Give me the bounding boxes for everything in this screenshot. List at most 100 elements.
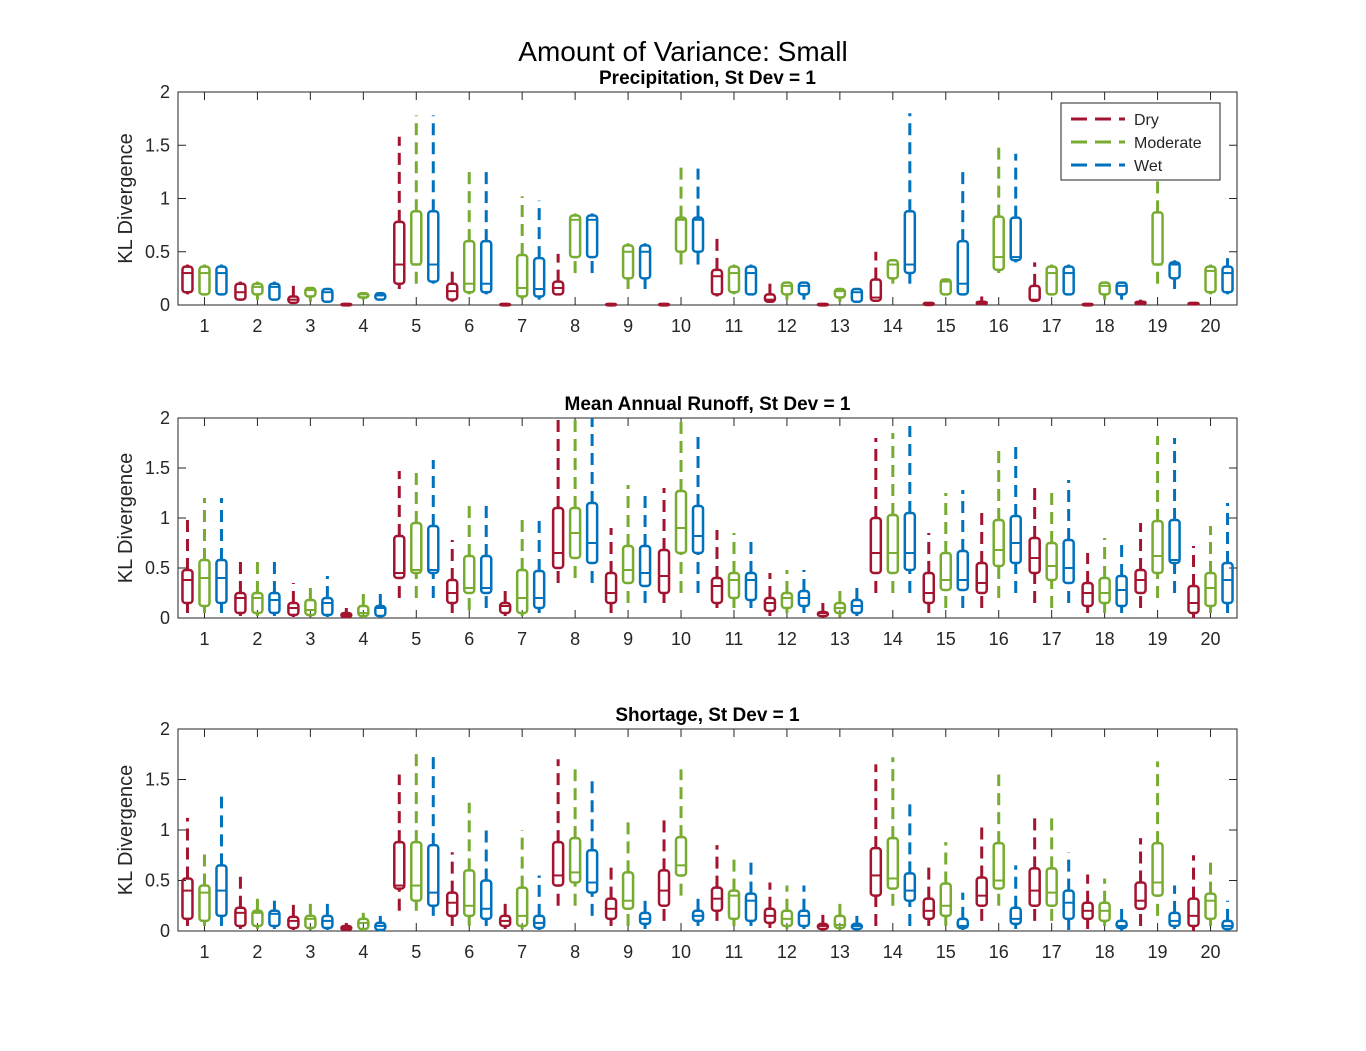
box — [304, 598, 317, 617]
box — [1009, 514, 1022, 565]
box-dry-4 — [340, 302, 353, 307]
box-dry-17 — [1028, 262, 1041, 302]
x-tick-label: 20 — [1201, 942, 1221, 962]
box-dry-5 — [393, 471, 406, 598]
box — [638, 244, 652, 280]
box-wet-9 — [638, 243, 652, 290]
box-dry-15 — [922, 533, 936, 613]
box-wet-4 — [374, 292, 387, 301]
box-wet-15 — [956, 166, 970, 296]
x-tick-label: 9 — [623, 942, 633, 962]
x-tick-label: 13 — [830, 942, 850, 962]
box-wet-13 — [850, 915, 864, 931]
box-wet-3 — [321, 900, 334, 930]
box-dry-9 — [604, 528, 618, 613]
box — [1134, 881, 1147, 911]
box-moderate-14 — [886, 433, 900, 593]
box — [393, 534, 406, 580]
x-tick-label: 20 — [1201, 316, 1221, 336]
box-wet-6 — [479, 503, 493, 608]
box — [744, 571, 758, 602]
series-wet — [215, 418, 1234, 618]
x-tick-label: 6 — [464, 942, 474, 962]
box-moderate-12 — [780, 570, 794, 613]
box — [1062, 265, 1075, 296]
box-wet-7 — [532, 875, 546, 930]
box-dry-10 — [657, 302, 671, 307]
box-dry-16 — [975, 826, 988, 921]
x-tick-label: 9 — [623, 316, 633, 336]
box-wet-8 — [585, 213, 599, 274]
y-tick-label: 0.5 — [145, 871, 170, 891]
y-tick-label: 1 — [160, 508, 170, 528]
x-tick-label: 9 — [623, 629, 633, 649]
box-dry-7 — [498, 302, 512, 307]
box-wet-11 — [744, 264, 758, 296]
box-wet-5 — [427, 751, 440, 916]
box-moderate-4 — [357, 590, 370, 618]
box — [181, 568, 194, 605]
box-dry-8 — [551, 253, 565, 296]
box — [604, 571, 618, 605]
x-tick-label: 3 — [305, 316, 315, 336]
box-wet-8 — [585, 418, 599, 583]
box — [886, 513, 900, 575]
box-wet-16 — [1009, 446, 1022, 593]
x-tick-label: 12 — [777, 629, 797, 649]
box-wet-19 — [1168, 260, 1181, 290]
x-tick-label: 5 — [411, 942, 421, 962]
box-wet-20 — [1221, 258, 1234, 295]
box — [797, 281, 811, 296]
box — [462, 554, 476, 595]
box-wet-2 — [268, 900, 281, 929]
box-moderate-8 — [568, 418, 582, 578]
x-tick-label: 12 — [777, 316, 797, 336]
box-wet-6 — [479, 827, 493, 926]
box — [181, 877, 194, 921]
subplots: Precipitation, St Dev = 1 0 0.5 1 1.5 2 KL Div… — [115, 68, 1238, 962]
box-moderate-12 — [780, 281, 794, 300]
box-wet-14 — [903, 426, 917, 593]
box-moderate-15 — [939, 493, 953, 608]
box — [532, 569, 546, 610]
box-dry-6 — [445, 852, 459, 926]
box-wet-17 — [1062, 480, 1075, 603]
box-moderate-1 — [198, 498, 211, 613]
box — [1204, 571, 1217, 608]
box-moderate-9 — [621, 821, 635, 926]
box-moderate-19 — [1151, 436, 1164, 598]
x-tick-label: 16 — [989, 942, 1009, 962]
box — [198, 558, 211, 608]
x-tick-label: 1 — [199, 629, 209, 649]
x-tick-label: 15 — [936, 316, 956, 336]
x-tick-label: 8 — [570, 629, 580, 649]
box-dry-5 — [393, 136, 406, 290]
box — [922, 897, 936, 921]
y-tick-label: 0 — [160, 608, 170, 628]
box — [674, 216, 688, 253]
box-dry-2 — [234, 558, 247, 616]
box-wet-12 — [797, 281, 811, 300]
box-wet-3 — [321, 576, 334, 617]
box-dry-13 — [816, 302, 830, 307]
box — [410, 840, 423, 902]
series-moderate — [198, 115, 1217, 302]
box — [975, 561, 988, 595]
box-wet-1 — [215, 498, 228, 613]
box — [1151, 519, 1164, 575]
box-wet-20 — [1221, 503, 1234, 613]
box-dry-13 — [816, 914, 830, 931]
y-tick-label: 1.5 — [145, 770, 170, 790]
box — [568, 836, 582, 884]
legend-entry-dry: Dry — [1071, 112, 1159, 129]
box-wet-14 — [903, 799, 917, 926]
box — [304, 914, 317, 930]
x-tick-label: 1 — [199, 942, 209, 962]
box-dry-17 — [1028, 483, 1041, 603]
box — [797, 909, 811, 928]
box — [585, 214, 599, 259]
x-tick-label: 4 — [358, 629, 368, 649]
subplot-title: Precipitation, St Dev = 1 — [599, 68, 816, 89]
box — [1062, 889, 1075, 921]
box-dry-6 — [445, 269, 459, 302]
